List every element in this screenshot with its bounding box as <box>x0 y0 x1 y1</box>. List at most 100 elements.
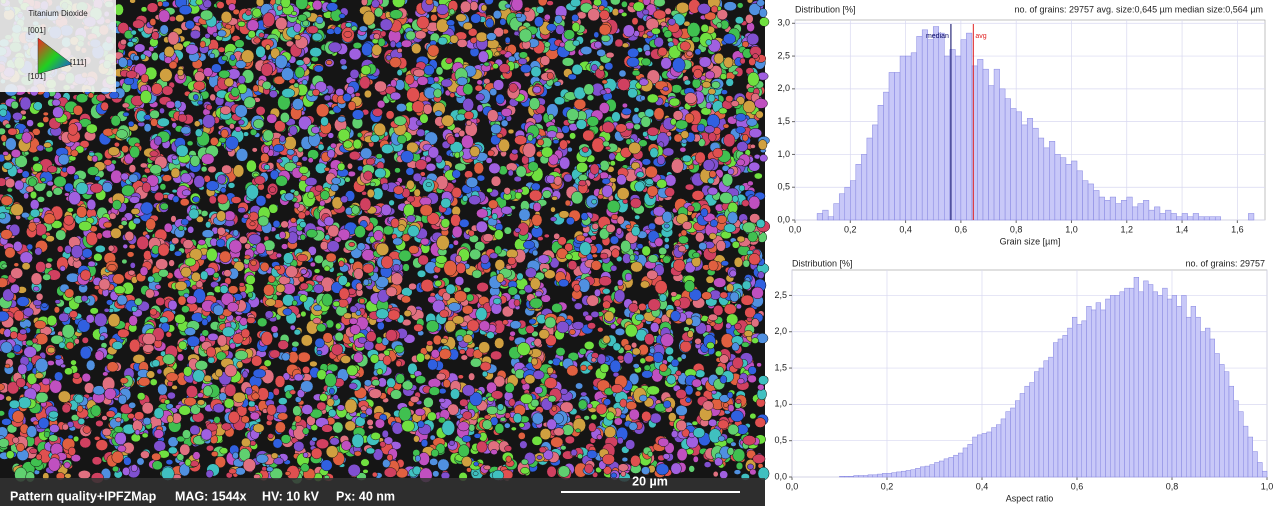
grain <box>36 121 45 128</box>
grain <box>168 15 177 22</box>
grain <box>604 310 615 322</box>
grain <box>732 448 746 463</box>
grain <box>621 12 628 17</box>
grain <box>725 322 732 330</box>
grain <box>52 187 63 196</box>
grain <box>32 420 39 426</box>
grain <box>558 210 570 219</box>
grain <box>660 21 667 27</box>
grain <box>499 416 507 422</box>
grain <box>609 235 619 245</box>
grain <box>517 57 528 65</box>
grain <box>60 363 66 369</box>
grain <box>73 435 80 442</box>
grain <box>45 190 53 198</box>
grain <box>396 69 403 77</box>
grain <box>42 111 49 117</box>
grain <box>120 172 129 181</box>
grain <box>662 453 671 460</box>
grain <box>173 100 182 109</box>
grain <box>455 255 462 263</box>
grain <box>269 89 278 99</box>
grain <box>419 204 433 217</box>
grain <box>142 417 152 426</box>
grain <box>336 404 345 411</box>
grain <box>555 347 566 357</box>
grain <box>365 447 376 455</box>
grain <box>178 405 191 416</box>
grain <box>280 434 292 444</box>
grain <box>708 418 718 427</box>
grain <box>265 298 277 307</box>
grain <box>500 119 509 127</box>
grain <box>261 466 267 472</box>
grain <box>631 342 638 349</box>
grain <box>702 400 714 411</box>
grain <box>353 352 364 364</box>
grain <box>694 390 702 397</box>
grain <box>221 164 232 175</box>
grain <box>38 417 50 429</box>
grain <box>113 141 120 148</box>
grain <box>0 127 6 136</box>
grain <box>511 0 524 12</box>
grain <box>531 412 544 425</box>
grain <box>35 261 46 273</box>
grain <box>720 89 728 95</box>
grain <box>77 470 91 480</box>
grain <box>295 0 309 10</box>
grain <box>25 185 34 193</box>
grain <box>605 51 615 59</box>
grain <box>716 9 728 21</box>
grain <box>590 413 598 421</box>
grain <box>356 132 363 138</box>
grain <box>93 253 103 262</box>
grain <box>403 309 412 317</box>
grain <box>32 217 41 224</box>
grain <box>732 70 739 76</box>
grain <box>406 195 415 203</box>
grain <box>731 195 739 203</box>
grain <box>300 310 307 318</box>
grain <box>408 282 417 291</box>
grain <box>348 150 361 161</box>
grain <box>101 415 108 421</box>
grain <box>53 306 60 314</box>
grain <box>66 165 77 175</box>
grain <box>758 8 768 18</box>
grain <box>547 359 554 365</box>
grain <box>356 242 366 251</box>
grain <box>248 400 256 408</box>
grain <box>630 454 641 467</box>
grain <box>311 436 318 442</box>
grain <box>532 86 542 94</box>
grain <box>452 239 459 246</box>
grain <box>436 18 449 33</box>
grain <box>340 64 348 71</box>
grain <box>623 352 634 365</box>
grain <box>0 438 10 448</box>
grain <box>327 132 335 139</box>
grain <box>294 415 302 423</box>
grain <box>664 187 675 197</box>
grain <box>23 192 29 200</box>
grain <box>692 455 699 463</box>
grain <box>275 0 282 5</box>
grain <box>366 188 375 198</box>
grain <box>362 10 376 26</box>
grain <box>644 50 651 57</box>
grain <box>587 365 594 371</box>
grain <box>662 147 675 157</box>
grain <box>374 7 384 18</box>
grain <box>53 175 67 188</box>
grain <box>337 116 346 123</box>
grain <box>358 298 366 304</box>
grain <box>257 317 268 328</box>
grain <box>174 280 188 291</box>
grain <box>437 458 450 471</box>
grain <box>746 32 760 46</box>
grain <box>504 36 511 44</box>
grain <box>373 122 387 137</box>
grain <box>417 420 425 428</box>
grain <box>564 435 575 445</box>
